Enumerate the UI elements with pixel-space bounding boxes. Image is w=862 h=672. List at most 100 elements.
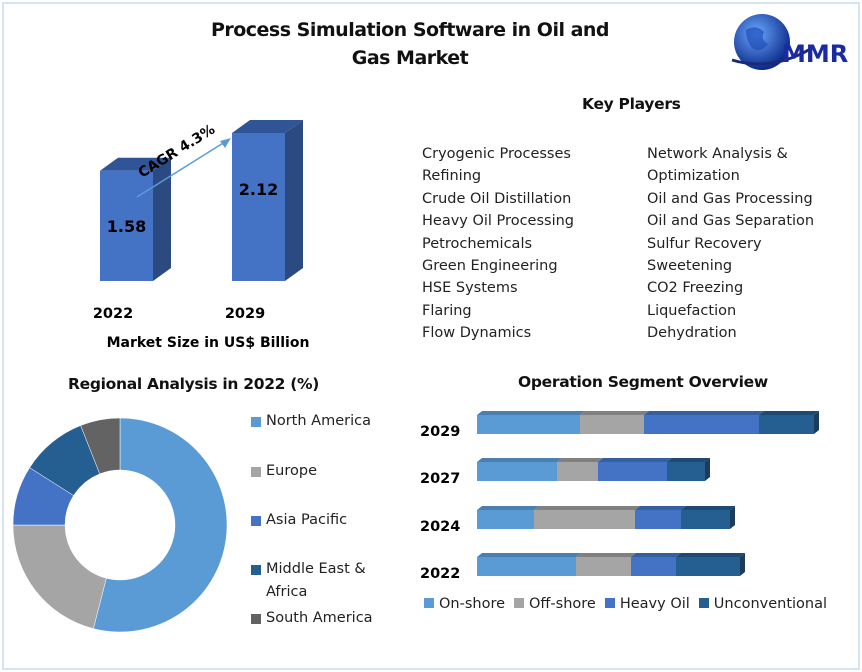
regional-heading: Regional Analysis in 2022 (%): [68, 375, 320, 393]
donut-slice-europe: [12, 524, 107, 629]
segment-on-shore: [477, 510, 534, 529]
bar-front: [232, 133, 285, 281]
key-player-item: Heavy Oil Processing: [422, 213, 574, 230]
segment-side: [730, 506, 735, 529]
regional-donut: [12, 417, 228, 633]
legend-swatch: [251, 614, 261, 624]
key-player-item: Sulfur Recovery: [647, 235, 762, 252]
key-player-item: Crude Oil Distillation: [422, 190, 572, 207]
legend-label: Middle East &: [266, 561, 366, 577]
segment-heavy-oil: [631, 557, 676, 576]
segment-top: [477, 506, 539, 510]
bar-value-label: 1.58: [107, 217, 146, 236]
legend-swatch: [698, 598, 709, 608]
legend-swatch: [251, 467, 261, 477]
segment-side: [705, 458, 710, 481]
key-player-item: CO2 Freezing: [647, 280, 744, 297]
segment-heavy-oil: [644, 415, 759, 434]
key-players-heading: Key Players: [582, 95, 681, 113]
legend-swatch: [251, 565, 261, 575]
segment-unconventional: [667, 462, 705, 481]
legend-swatch: [251, 417, 261, 427]
key-player-item: Oil and Gas Processing: [647, 190, 813, 207]
legend-label: South America: [266, 610, 373, 626]
segment-unconventional: [681, 510, 730, 529]
segment-top: [477, 411, 585, 415]
segment-heavy-oil: [598, 462, 667, 481]
key-player-item: Liquefaction: [647, 302, 737, 319]
bar-top: [100, 157, 171, 171]
bar-2029: 2.12: [232, 120, 303, 281]
segment-top: [644, 411, 764, 415]
legend-item: Middle East & Africa: [251, 558, 366, 604]
segment-side: [740, 553, 745, 576]
legend-label: Unconventional: [713, 596, 828, 612]
segment-unconventional: [759, 415, 814, 434]
legend-label: Asia Pacific: [266, 512, 348, 528]
key-player-item: Dehydration: [647, 325, 737, 342]
stacked-bar-2024: 2024: [420, 506, 735, 535]
x-tick-label: 2022: [93, 306, 133, 322]
legend-item: Europe: [251, 460, 317, 483]
key-player-item: Petrochemicals: [422, 235, 533, 252]
stacked-bar-2029: 2029: [420, 411, 819, 440]
legend-swatch: [424, 598, 434, 608]
page-title: Process Simulation Software in Oil and G…: [210, 19, 610, 69]
segment-top: [557, 458, 603, 462]
svg-text:MMR: MMR: [782, 40, 848, 68]
segment-side: [814, 411, 819, 434]
legend-label: On-shore: [439, 596, 506, 612]
legend-item: Unconventional: [698, 596, 828, 612]
legend-item: South America: [251, 607, 373, 630]
key-player-item: Refining: [422, 168, 482, 185]
segment-top: [580, 411, 649, 415]
x-axis-title: Market Size in US$ Billion: [107, 335, 310, 351]
stacked-bar-2022: 2022: [420, 553, 745, 582]
key-player-item: Oil and Gas Separation: [647, 213, 815, 230]
legend-item: Off-shore: [514, 596, 596, 612]
segment-top: [598, 458, 672, 462]
segment-on-shore: [477, 415, 580, 434]
mmr-logo: MMR: [731, 14, 848, 70]
legend-label: Off-shore: [529, 596, 596, 612]
segment-off-shore: [557, 462, 598, 481]
segment-off-shore: [576, 557, 631, 576]
legend-label: Africa: [266, 584, 308, 600]
y-tick-label: 2022: [420, 566, 460, 582]
key-player-item: Cryogenic Processes: [422, 146, 571, 162]
legend-item: Heavy Oil: [604, 596, 690, 612]
market-size-chart: 1.582.12 CAGR 4.3% 2022 2029 Market Size…: [93, 120, 310, 351]
key-player-item: Green Engineering: [422, 258, 558, 275]
y-tick-label: 2027: [420, 471, 460, 487]
bar-side: [285, 120, 303, 281]
segment-top: [635, 506, 686, 510]
legend-item: Asia Pacific: [251, 509, 347, 532]
legend-swatch: [604, 598, 615, 608]
x-tick-label: 2029: [225, 306, 265, 322]
segment-top: [759, 411, 819, 415]
segment-top: [667, 458, 710, 462]
segment-top: [534, 506, 640, 510]
stacked-bar-2027: 2027: [420, 458, 710, 487]
segment-chart: 2029 2027 2024 2022: [420, 411, 819, 582]
key-players-col2: Network Analysis & Optimization Oil and Ga…: [647, 143, 814, 345]
key-player-item: Optimization: [647, 168, 740, 185]
legend-swatch: [251, 516, 261, 526]
y-tick-label: 2024: [420, 519, 460, 535]
cagr-arrow: [136, 139, 229, 198]
segment-off-shore: [580, 415, 644, 434]
key-player-item: Flow Dynamics: [422, 325, 532, 342]
legend-label: Europe: [266, 463, 317, 479]
key-player-item: Sweetening: [647, 258, 733, 275]
key-player-item: HSE Systems: [422, 280, 518, 297]
legend-item: North America: [251, 410, 371, 433]
bar-side: [153, 157, 171, 281]
segment-legend: On-shore Off-shore Heavy Oil Unconventional: [424, 596, 827, 612]
segment-top: [676, 553, 745, 557]
key-players-col1: Cryogenic Processes Refining Crude Oil Dis…: [422, 143, 574, 345]
bar-2022: 1.58: [100, 157, 171, 281]
segment-off-shore: [534, 510, 635, 529]
segment-top: [576, 553, 636, 557]
segment-top: [681, 506, 735, 510]
